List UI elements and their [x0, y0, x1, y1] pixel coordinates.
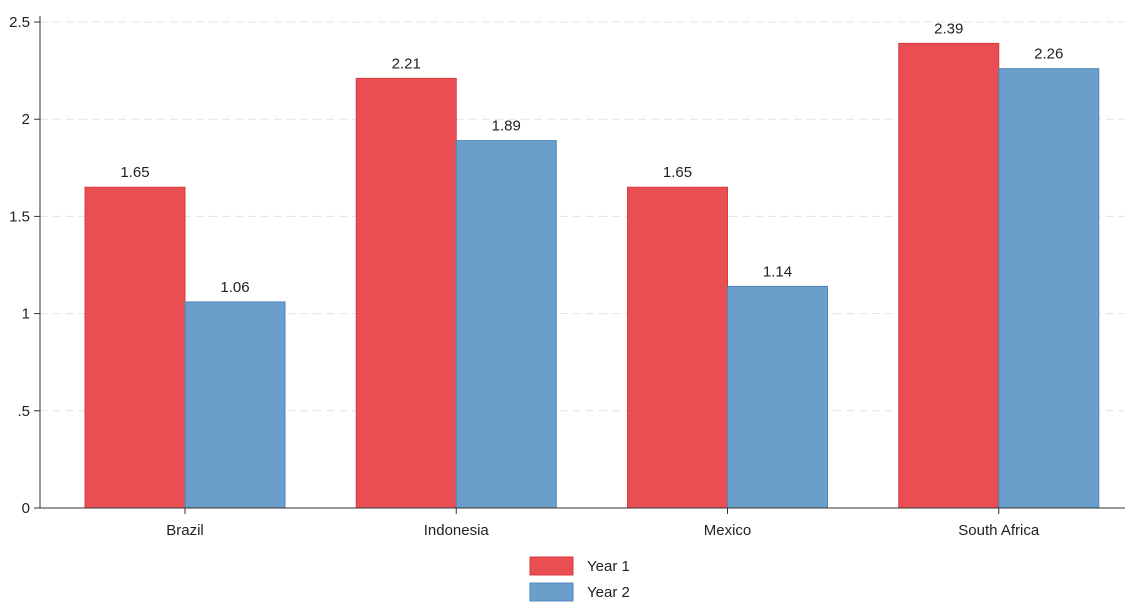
data-label: 1.06: [220, 279, 249, 296]
bar-year-1-south-africa: [898, 42, 1000, 509]
data-label: 1.89: [492, 118, 521, 135]
y-tick-label: 1: [22, 306, 30, 323]
y-tick-label: .5: [17, 403, 30, 420]
y-tick-label: 2.5: [9, 14, 30, 31]
data-label: 2.39: [934, 20, 963, 37]
y-tick-label: 1.5: [9, 208, 30, 225]
bar-year-2-indonesia: [455, 140, 557, 509]
data-label: 2.21: [392, 55, 421, 72]
bar-year-1-brazil: [84, 186, 186, 509]
x-tick-label: Indonesia: [424, 522, 490, 539]
data-label: 1.14: [763, 263, 792, 280]
data-label: 1.65: [663, 164, 692, 181]
legend-label: Year 2: [587, 584, 630, 601]
y-tick-label: 0: [22, 500, 30, 517]
x-tick-label: South Africa: [958, 522, 1040, 539]
bar-year-2-mexico: [727, 285, 828, 509]
data-labels: 1.65 1.06 2.21 1.89 1.65 1.14 2.39 2.26: [120, 20, 1063, 296]
data-label: 1.65: [120, 164, 149, 181]
legend-swatch: [529, 582, 574, 602]
x-tick-label: Mexico: [704, 522, 752, 539]
axes: 0 .5 1 1.5 2 2.5 Brazil Indonesia Mexico South Af…: [9, 14, 1125, 539]
legend-label: Year 1: [587, 558, 630, 575]
x-tick-label: Brazil: [166, 522, 204, 539]
legend: Year 1 Year 2: [529, 556, 630, 602]
bars: [84, 42, 1100, 509]
legend-swatch: [529, 556, 574, 576]
bar-year-1-mexico: [627, 186, 728, 509]
bar-year-2-brazil: [184, 301, 286, 509]
data-label: 2.26: [1034, 46, 1063, 63]
bar-year-1-indonesia: [355, 77, 457, 509]
bar-year-2-south-africa: [998, 68, 1100, 509]
y-tick-label: 2: [22, 111, 30, 128]
